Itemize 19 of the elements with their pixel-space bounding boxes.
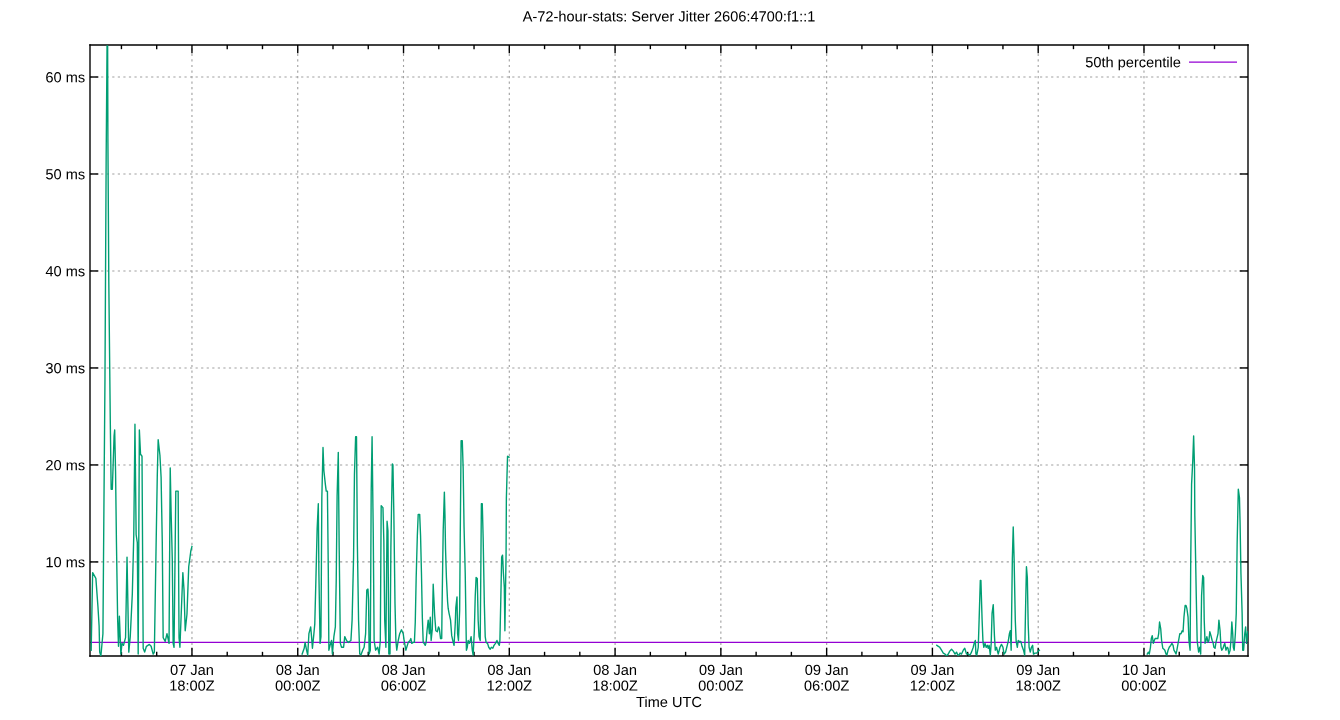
x-tick-label: 09 Jan 00:00Z bbox=[698, 664, 744, 691]
x-tick-label: 08 Jan 06:00Z bbox=[381, 664, 426, 691]
y-tick-label: 20 ms bbox=[46, 460, 85, 471]
x-tick-label: 08 Jan 12:00Z bbox=[487, 664, 532, 691]
y-tick-label: 50 ms bbox=[46, 169, 85, 180]
y-tick-label: 10 ms bbox=[46, 557, 85, 568]
y-tick-label: 30 ms bbox=[45, 363, 85, 374]
x-tick-label: 08 Jan 00:00Z bbox=[275, 664, 320, 691]
x-tick-label: 08 Jan 18:00Z bbox=[593, 664, 638, 691]
y-tick-label: 60 ms bbox=[46, 72, 85, 83]
x-axis-title: Time UTC bbox=[636, 696, 702, 708]
chart-title: A-72-hour-stats: Server Jitter 2606:4700:f1::1 bbox=[522, 10, 815, 22]
x-tick-label: 07 Jan 18:00Z bbox=[170, 664, 215, 691]
x-tick-label: 09 Jan 12:00Z bbox=[910, 664, 955, 691]
x-tick-label: 09 Jan 18:00Z bbox=[1016, 664, 1061, 691]
x-tick-label: 10 Jan 00:00Z bbox=[1121, 664, 1167, 691]
legend-label: 50th percentile bbox=[1085, 56, 1181, 71]
x-tick-label: 09 Jan 06:00Z bbox=[804, 664, 849, 691]
y-tick-label: 40 ms bbox=[45, 266, 85, 277]
